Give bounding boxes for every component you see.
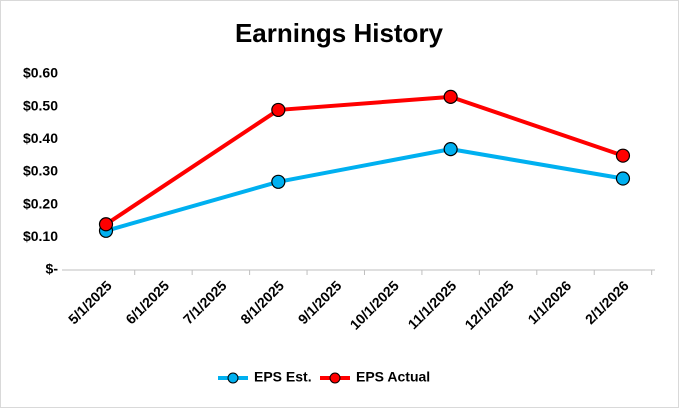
y-tick-label: $0.40 [23, 130, 58, 146]
y-tick-label: $0.20 [23, 195, 58, 211]
series-line [104, 94, 624, 226]
series-line [105, 147, 624, 233]
data-point [443, 142, 458, 157]
legend-label: EPS Actual [356, 369, 430, 385]
legend-marker [329, 372, 341, 384]
y-tick-label: $0.60 [23, 65, 58, 81]
legend-marker [227, 372, 239, 384]
y-tick-label: $0.30 [23, 163, 58, 179]
y-tick-label: $- [46, 261, 59, 277]
data-point [615, 148, 631, 163]
data-point [98, 217, 114, 232]
y-tick-label: $0.50 [23, 97, 58, 113]
data-point [271, 174, 286, 189]
data-point [443, 89, 458, 104]
legend-label: EPS Est. [254, 369, 312, 385]
data-point [615, 171, 631, 186]
data-point [271, 102, 286, 118]
chart-title: Earnings History [235, 18, 444, 48]
y-tick-label: $0.10 [23, 228, 58, 244]
